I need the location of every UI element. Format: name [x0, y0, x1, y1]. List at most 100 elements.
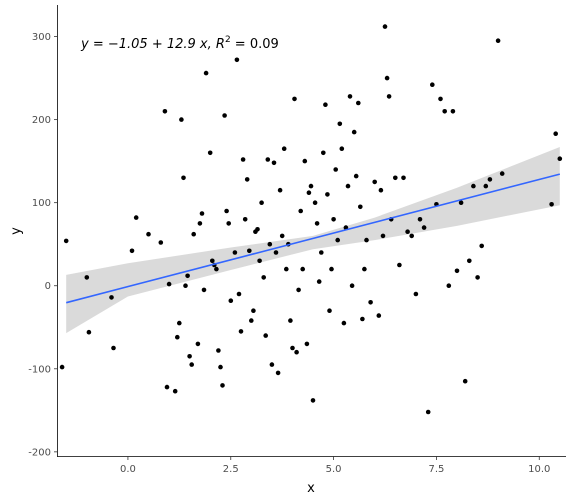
data-point: [242, 217, 248, 222]
data-point: [442, 109, 448, 114]
y-axis-title: y: [9, 227, 24, 235]
data-point: [232, 250, 238, 255]
data-point: [386, 94, 392, 99]
data-point: [86, 329, 92, 335]
data-point: [372, 179, 378, 185]
data-point: [220, 383, 225, 388]
data-point: [314, 221, 320, 226]
data-point: [319, 250, 324, 255]
data-point: [109, 295, 114, 300]
data-point: [356, 100, 361, 106]
data-point: [222, 113, 227, 118]
data-point: [323, 102, 328, 107]
data-point: [59, 364, 65, 370]
data-point: [495, 38, 501, 43]
annotation-r-value: = 0.09: [231, 37, 279, 52]
data-point: [351, 129, 357, 135]
data-point: [284, 266, 289, 272]
data-point: [195, 341, 201, 347]
data-point: [238, 329, 244, 334]
data-point: [349, 283, 355, 289]
data-point: [207, 150, 213, 156]
data-point: [244, 177, 250, 182]
data-point: [425, 409, 431, 415]
data-point: [380, 233, 386, 239]
data-point: [405, 229, 410, 234]
x-tick-label: 10.0: [528, 464, 550, 475]
data-point: [310, 398, 316, 403]
data-point: [483, 183, 489, 189]
data-point: [345, 183, 351, 189]
data-point: [218, 364, 223, 370]
data-point: [158, 240, 164, 245]
data-point: [302, 158, 308, 164]
data-point: [259, 200, 264, 205]
y-tick-label: -200: [28, 447, 51, 458]
data-point: [362, 266, 367, 272]
data-point: [413, 291, 419, 297]
data-point: [364, 237, 369, 243]
data-point: [129, 248, 135, 254]
data-point: [203, 70, 209, 76]
data-point: [179, 117, 184, 122]
y-tick-label: 0: [45, 281, 51, 292]
data-point: [271, 160, 277, 166]
data-point: [393, 175, 398, 181]
data-point: [111, 345, 116, 351]
confidence-band: [66, 147, 560, 334]
fit-line: [66, 173, 561, 304]
data-point: [133, 215, 139, 220]
data-point: [162, 109, 168, 114]
data-point: [360, 316, 365, 322]
data-point: [269, 362, 275, 367]
data-point: [308, 183, 314, 189]
data-point: [63, 238, 69, 244]
data-point: [467, 258, 472, 264]
data-point: [347, 94, 353, 99]
data-point: [265, 157, 271, 162]
data-point: [298, 208, 304, 214]
data-point: [378, 187, 384, 193]
data-point: [376, 313, 382, 318]
data-point: [210, 258, 215, 264]
data-point: [557, 156, 563, 161]
data-point: [450, 109, 456, 114]
x-ticks: 0.0 2.5 5.0 7.5 10.0: [120, 456, 550, 475]
data-point: [189, 362, 194, 367]
data-point: [240, 157, 246, 162]
data-point: [236, 291, 242, 297]
data-point: [183, 283, 188, 289]
data-point: [164, 384, 170, 390]
data-point: [479, 243, 485, 249]
data-point: [331, 217, 336, 222]
y-tick-label: 200: [32, 115, 51, 126]
data-point: [409, 233, 415, 239]
data-point: [172, 388, 178, 394]
data-point: [417, 217, 423, 222]
data-point: [181, 175, 186, 181]
data-point: [185, 273, 190, 279]
data-point: [214, 266, 219, 272]
data-point: [475, 275, 480, 280]
data-point: [296, 287, 301, 293]
data-point: [263, 333, 269, 338]
data-point: [454, 268, 460, 274]
data-point: [257, 258, 262, 264]
x-tick-label: 0.0: [120, 464, 136, 475]
data-point: [304, 341, 310, 347]
data-point: [255, 227, 260, 232]
data-point: [216, 348, 221, 353]
data-point: [339, 146, 345, 151]
data-point: [397, 262, 402, 268]
data-point: [249, 318, 254, 323]
y-tick-label: 100: [32, 198, 51, 209]
x-tick-label: 2.5: [223, 464, 239, 475]
data-point: [438, 96, 443, 102]
data-point: [84, 275, 90, 280]
data-point: [553, 131, 558, 136]
data-point: [261, 275, 267, 280]
data-point: [166, 281, 172, 287]
data-point: [384, 75, 390, 81]
annotation-main: y = −1.05 + 12.9 x,: [80, 37, 216, 52]
